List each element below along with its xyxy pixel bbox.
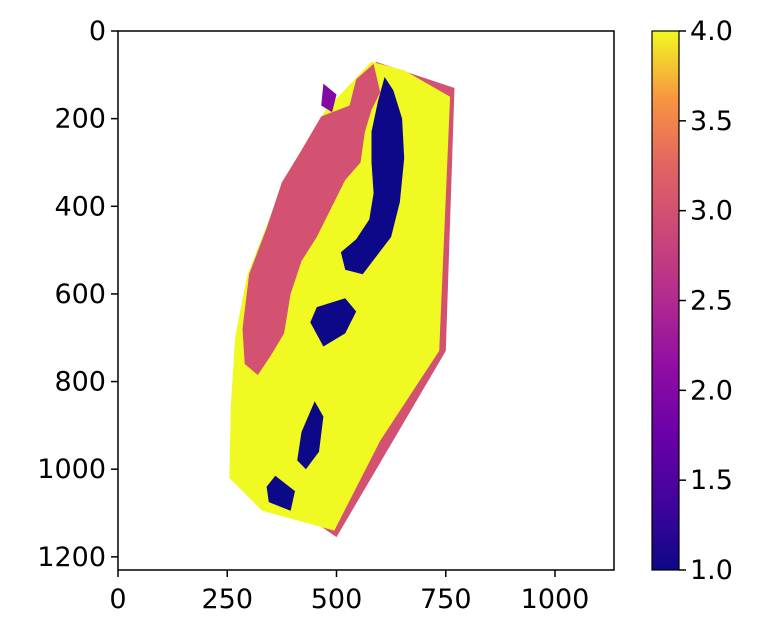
x-tick-label: 500 <box>311 584 363 615</box>
y-axis: 0 200 400 600 800 1000 1200 <box>37 16 118 573</box>
y-tick-label: 0 <box>89 16 106 47</box>
x-tick-label: 250 <box>201 584 253 615</box>
colorbar-tick-label: 3.0 <box>690 196 733 227</box>
plot-frame <box>117 30 615 571</box>
heatmap-regions <box>229 61 455 538</box>
region-inner-channel <box>242 63 381 376</box>
region-mid-tone-streak <box>321 83 337 113</box>
colorbar-tick-label: 1.5 <box>690 465 733 496</box>
colorbar-tick-label: 3.5 <box>690 106 733 137</box>
region-dark-patch-4 <box>266 475 295 511</box>
colorbar-tick-label: 2.0 <box>690 375 733 406</box>
y-tick-label: 800 <box>54 367 106 398</box>
colorbar-tick-label: 2.5 <box>690 286 733 317</box>
x-tick-label: 0 <box>109 584 126 615</box>
colorbar-tick-label: 4.0 <box>690 16 733 47</box>
x-axis: 0 250 500 750 1000 <box>109 570 589 615</box>
region-dark-patch-2 <box>310 298 357 347</box>
region-dark-patch-1 <box>340 77 405 275</box>
y-tick-label: 1000 <box>37 454 106 485</box>
x-tick-label: 750 <box>420 584 472 615</box>
y-tick-label: 200 <box>54 104 106 135</box>
colorbar-tick-label: 1.0 <box>690 555 733 586</box>
y-tick-label: 600 <box>54 279 106 310</box>
colorbar <box>651 30 680 571</box>
y-tick-label: 400 <box>54 191 106 222</box>
x-tick-label: 1000 <box>521 584 590 615</box>
region-dark-patch-3 <box>297 401 324 470</box>
y-tick-label: 1200 <box>37 542 106 573</box>
colorbar-axis: 1.0 1.5 2.0 2.5 3.0 3.5 4.0 <box>679 16 733 586</box>
